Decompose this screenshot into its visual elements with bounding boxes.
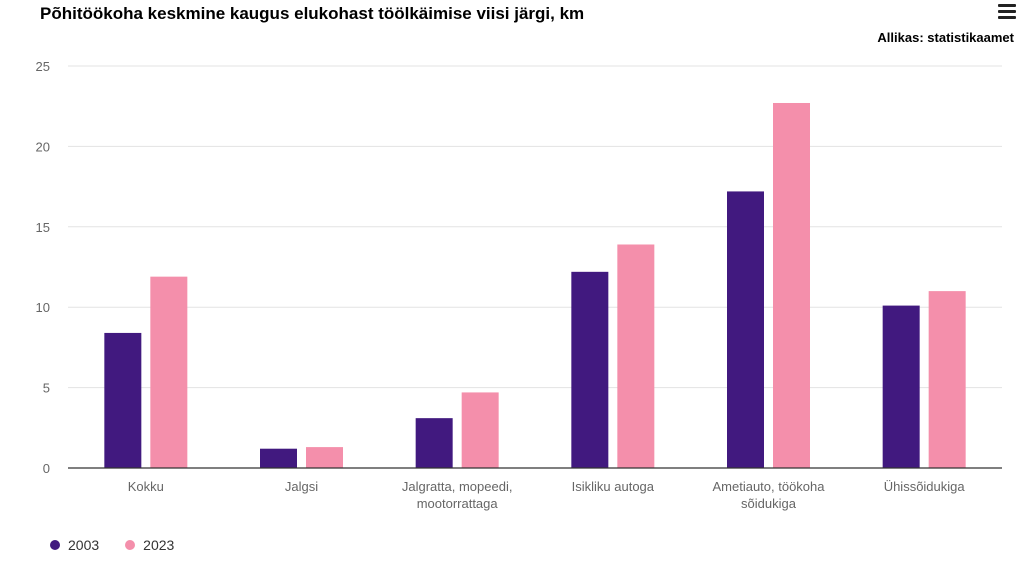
x-tick-label: Jalgsi <box>285 479 318 494</box>
legend-item-2003[interactable]: 2003 <box>50 537 99 553</box>
bar-2023[interactable] <box>150 276 188 468</box>
source-label: Allikas: statistikaamet <box>877 30 1014 45</box>
legend-marker-2023 <box>125 540 136 550</box>
bar-2003[interactable] <box>571 271 609 468</box>
bar-2003[interactable] <box>104 332 142 468</box>
x-tick-label: Isikliku autoga <box>572 479 655 494</box>
bar-2003[interactable] <box>727 191 764 468</box>
y-tick-label: 25 <box>36 59 50 74</box>
bar-2023[interactable] <box>306 447 343 468</box>
bar-2023[interactable] <box>461 392 499 468</box>
y-tick-label: 15 <box>36 220 50 235</box>
bar-2003[interactable] <box>260 448 297 468</box>
y-tick-label: 5 <box>43 381 50 396</box>
legend: 2003 2023 <box>50 537 174 553</box>
y-tick-label: 10 <box>36 300 50 315</box>
bar-2023[interactable] <box>617 244 655 468</box>
legend-label-2003: 2003 <box>68 537 100 553</box>
x-tick-label: Ühissõidukiga <box>884 479 966 494</box>
x-tick-label: Kokku <box>128 479 164 494</box>
legend-marker-2003 <box>50 540 60 550</box>
chart-title: Põhitöökoha keskmine kaugus elukohast tö… <box>40 4 585 23</box>
bar-2003[interactable] <box>415 418 453 468</box>
bar-2003[interactable] <box>882 305 920 468</box>
x-tick-label: Jalgratta, mopeedi, mootorrattaga <box>402 479 513 511</box>
bar-2023[interactable] <box>773 102 810 468</box>
hamburger-menu-icon[interactable] <box>998 4 1016 20</box>
legend-item-2023[interactable]: 2023 <box>125 537 174 553</box>
bar-2023[interactable] <box>928 291 966 468</box>
y-tick-label: 0 <box>43 461 50 476</box>
x-tick-label: Ametiauto, töökoha sõidukiga <box>712 479 825 511</box>
y-tick-label: 20 <box>36 139 50 154</box>
legend-label-2023: 2023 <box>143 537 175 553</box>
